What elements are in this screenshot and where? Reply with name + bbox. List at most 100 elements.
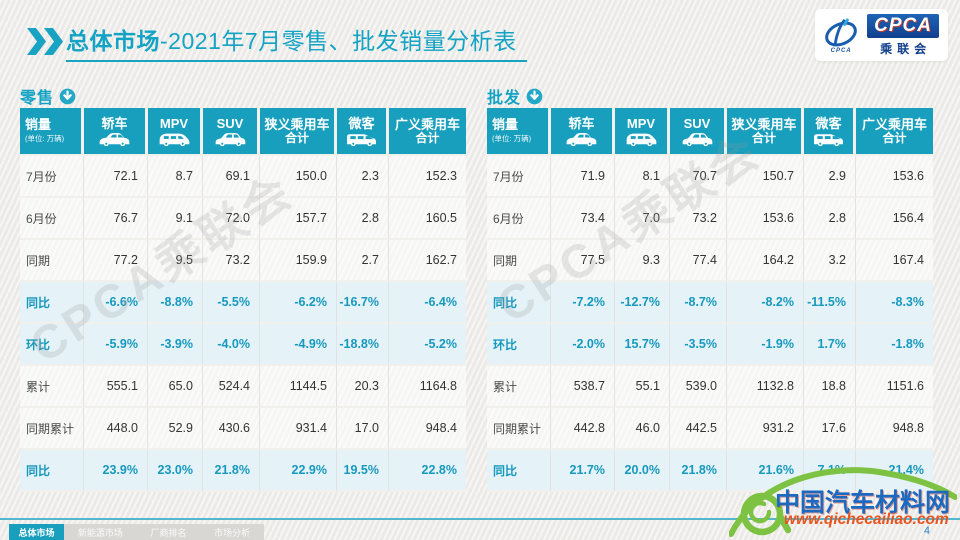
table-cell: 20.3 [337, 366, 389, 408]
footer-nav: 总体市场 新能源市场 厂商排名 市场分析 [9, 524, 264, 540]
table-cell: 931.2 [727, 408, 804, 450]
row-label: 同比 [20, 450, 84, 492]
table-cell: 71.9 [551, 156, 615, 198]
column-header: SUV [203, 108, 260, 156]
table-cell: 21.7% [551, 450, 615, 492]
table-cell: 77.2 [84, 240, 148, 282]
page-number: 4 [923, 525, 930, 537]
table-cell: 1151.6 [856, 366, 933, 408]
cpca-logo: CPCA CPCA 乘联会 [815, 9, 948, 61]
table-cell: -3.5% [670, 324, 727, 366]
table-cell: 150.0 [260, 156, 337, 198]
column-label-line2: 合计 [284, 130, 309, 145]
retail-table-block: 零售 CPCA乘联会 销量 (单位: 万辆) 轿车 MPV SUV 狭义乘用车 合计 微客 广义… [20, 86, 466, 492]
table-cell: 77.5 [551, 240, 615, 282]
page-title-bold: 总体市场 [66, 28, 160, 54]
table-cell: 70.7 [670, 156, 727, 198]
column-header: SUV [670, 108, 727, 156]
column-label: 广义乘用车 [394, 116, 460, 132]
table-cell: 22.8% [389, 450, 466, 492]
column-header: 广义乘用车 合计 [389, 108, 466, 156]
table-cell: 164.2 [727, 240, 804, 282]
tab-manufacturer-ranking[interactable]: 厂商排名 [150, 527, 187, 538]
table-cell: -8.2% [727, 282, 804, 324]
header-row: 销量 (单位: 万辆) 轿车 MPV SUV 狭义乘用车 合计 微客 广义乘用车 合计 [20, 108, 466, 156]
table-cell: 21.4% [856, 450, 933, 492]
column-header: 微客 [804, 108, 856, 156]
table-cell: 22.9% [260, 450, 337, 492]
footer-divider-line [0, 518, 960, 520]
tab-nev-market[interactable]: 新能源市场 [77, 527, 123, 538]
column-label: 轿车 [101, 115, 128, 131]
row-label: 7月份 [20, 156, 84, 198]
retail-section-title: 零售 [20, 90, 55, 107]
table-cell: 65.0 [148, 366, 203, 408]
table-row: 同期累计 442.8 46.0 442.5 931.2 17.6 948.8 [487, 408, 933, 450]
suv-car-icon [214, 132, 247, 146]
table-cell: 2.8 [804, 198, 856, 240]
van-car-icon [812, 132, 845, 146]
table-cell: -5.2% [389, 324, 466, 366]
column-label: MPV [626, 115, 656, 131]
table-cell: 948.8 [856, 408, 933, 450]
row-label: 6月份 [487, 198, 551, 240]
table-cell: 23.0% [148, 450, 203, 492]
sedan-car-icon [565, 132, 598, 146]
table-cell: -7.2% [551, 282, 615, 324]
column-header: 销量 (单位: 万辆) [20, 108, 84, 156]
tab-overall-market[interactable]: 总体市场 [9, 524, 64, 540]
table-row: 同比 -7.2% -12.7% -8.7% -8.2% -11.5% -8.3% [487, 282, 933, 324]
retail-sales-table: 销量 (单位: 万辆) 轿车 MPV SUV 狭义乘用车 合计 微客 广义乘用车 合计 7月份 72… [20, 108, 466, 492]
table-cell: -4.0% [203, 324, 260, 366]
table-cell: 21.8% [670, 450, 727, 492]
sedan-car-icon [98, 132, 131, 146]
table-cell: 7.1% [804, 450, 856, 492]
table-cell: -4.9% [260, 324, 337, 366]
table-cell: 2.9 [804, 156, 856, 198]
table-cell: 76.7 [84, 198, 148, 240]
row-label: 7月份 [487, 156, 551, 198]
table-cell: 23.9% [84, 450, 148, 492]
column-header: MPV [148, 108, 203, 156]
column-header: 狭义乘用车 合计 [727, 108, 804, 156]
table-row: 7月份 71.9 8.1 70.7 150.7 2.9 153.6 [487, 156, 933, 198]
table-cell: -11.5% [804, 282, 856, 324]
table-cell: 52.9 [148, 408, 203, 450]
column-label: 销量 [492, 117, 519, 132]
table-cell: -3.9% [148, 324, 203, 366]
table-cell: -2.0% [551, 324, 615, 366]
table-cell: 46.0 [615, 408, 670, 450]
table-cell: 9.1 [148, 198, 203, 240]
column-header: 狭义乘用车 合计 [260, 108, 337, 156]
table-cell: -18.8% [337, 324, 389, 366]
table-cell: 156.4 [856, 198, 933, 240]
column-label-line2: 合计 [415, 130, 440, 145]
row-label: 同期 [487, 240, 551, 282]
table-row: 环比 -5.9% -3.9% -4.0% -4.9% -18.8% -5.2% [20, 324, 466, 366]
tab-market-analysis[interactable]: 市场分析 [214, 527, 251, 538]
table-cell: 153.6 [727, 198, 804, 240]
emblem-caption: CPCA [830, 47, 852, 54]
table-cell: 73.4 [551, 198, 615, 240]
row-label: 累计 [20, 366, 84, 408]
table-cell: 931.4 [260, 408, 337, 450]
table-row: 同期 77.5 9.3 77.4 164.2 3.2 167.4 [487, 240, 933, 282]
table-cell: -5.9% [84, 324, 148, 366]
table-cell: 7.0 [615, 198, 670, 240]
column-label: 微客 [815, 115, 842, 131]
table-row: 同期累计 448.0 52.9 430.6 931.4 17.0 948.4 [20, 408, 466, 450]
column-header: 销量 (单位: 万辆) [487, 108, 551, 156]
table-cell: 153.6 [856, 156, 933, 198]
table-cell: 8.1 [615, 156, 670, 198]
table-cell: 17.6 [804, 408, 856, 450]
wholesale-section-title: 批发 [487, 90, 522, 107]
suv-car-icon [681, 132, 714, 146]
table-cell: 524.4 [203, 366, 260, 408]
table-cell: 442.8 [551, 408, 615, 450]
table-cell: 150.7 [727, 156, 804, 198]
table-cell: 948.4 [389, 408, 466, 450]
row-label: 累计 [487, 366, 551, 408]
table-cell: -8.7% [670, 282, 727, 324]
table-cell: 1.7% [804, 324, 856, 366]
table-cell: 430.6 [203, 408, 260, 450]
